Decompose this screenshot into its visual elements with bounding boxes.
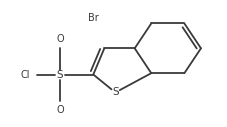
Text: S: S [112, 88, 118, 98]
Text: Br: Br [88, 13, 98, 23]
Text: Cl: Cl [20, 70, 30, 80]
Text: O: O [56, 34, 64, 44]
Text: S: S [57, 70, 63, 80]
Text: O: O [56, 105, 64, 115]
